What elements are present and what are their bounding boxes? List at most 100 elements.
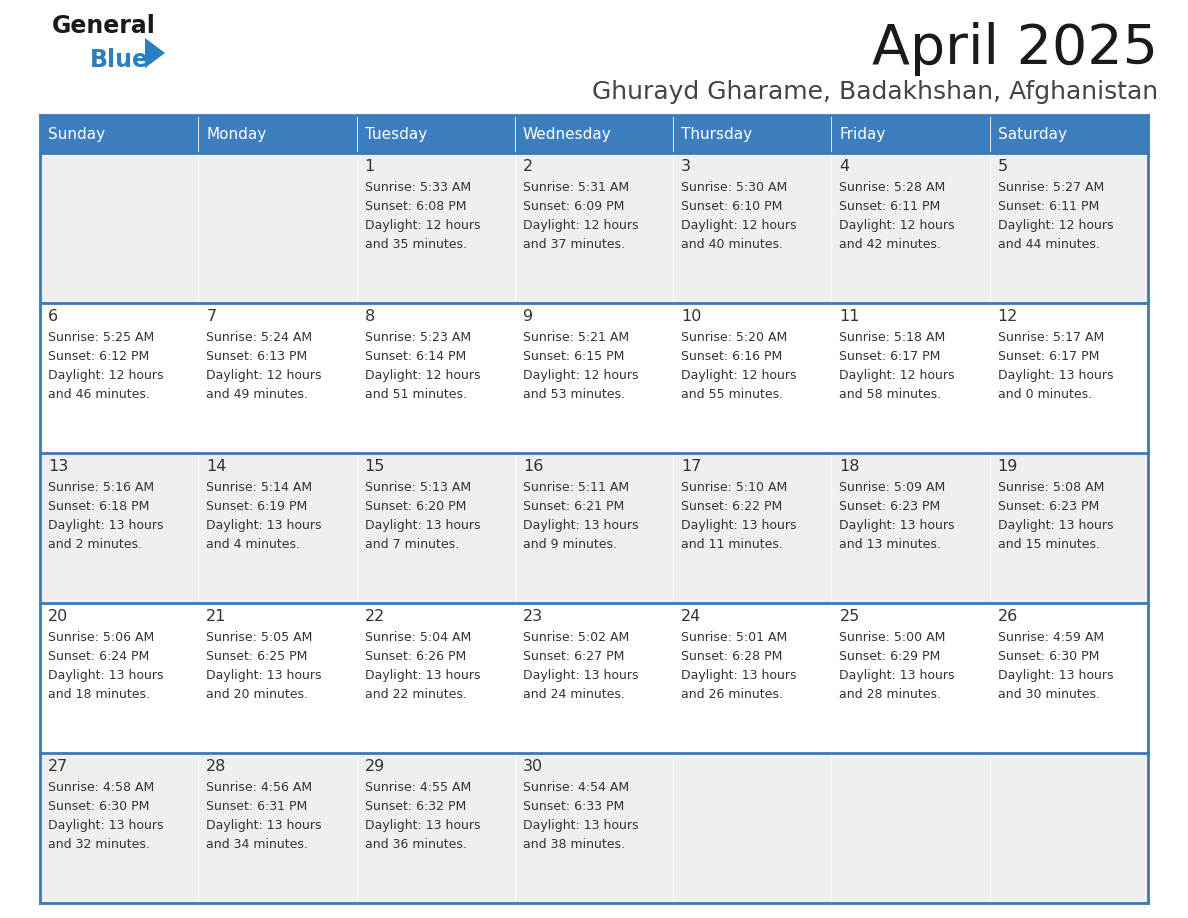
Text: and 34 minutes.: and 34 minutes. [207,838,308,851]
Bar [514,115,674,153]
Text: and 28 minutes.: and 28 minutes. [840,688,941,701]
Text: Sunrise: 5:00 AM: Sunrise: 5:00 AM [840,631,946,644]
Text: Sunday: Sunday [48,127,105,141]
Text: Saturday: Saturday [998,127,1067,141]
Bar [990,153,1148,303]
Bar [198,115,356,153]
Text: Sunrise: 4:58 AM: Sunrise: 4:58 AM [48,781,154,794]
Text: Sunset: 6:10 PM: Sunset: 6:10 PM [681,200,783,213]
Text: and 36 minutes.: and 36 minutes. [365,838,467,851]
Text: 11: 11 [840,309,860,324]
Text: Sunrise: 5:25 AM: Sunrise: 5:25 AM [48,331,154,344]
Text: Sunrise: 5:30 AM: Sunrise: 5:30 AM [681,181,788,194]
Text: Sunset: 6:23 PM: Sunset: 6:23 PM [998,500,1099,513]
Text: 8: 8 [365,309,375,324]
Text: 2: 2 [523,159,533,174]
Text: Sunset: 6:25 PM: Sunset: 6:25 PM [207,650,308,663]
Text: Daylight: 12 hours: Daylight: 12 hours [48,369,164,382]
Bar [990,303,1148,453]
Text: Daylight: 13 hours: Daylight: 13 hours [523,669,638,682]
Text: 12: 12 [998,309,1018,324]
Text: Daylight: 13 hours: Daylight: 13 hours [365,669,480,682]
Text: and 4 minutes.: and 4 minutes. [207,538,301,551]
Text: Sunrise: 4:55 AM: Sunrise: 4:55 AM [365,781,470,794]
Text: Sunrise: 5:02 AM: Sunrise: 5:02 AM [523,631,630,644]
Text: Sunrise: 5:04 AM: Sunrise: 5:04 AM [365,631,470,644]
Text: Sunset: 6:26 PM: Sunset: 6:26 PM [365,650,466,663]
Bar [990,115,1148,153]
Text: and 32 minutes.: and 32 minutes. [48,838,150,851]
Text: Daylight: 13 hours: Daylight: 13 hours [998,519,1113,532]
Text: Wednesday: Wednesday [523,127,612,141]
Bar [990,753,1148,903]
Text: 21: 21 [207,609,227,624]
Text: Sunrise: 5:17 AM: Sunrise: 5:17 AM [998,331,1104,344]
Text: and 51 minutes.: and 51 minutes. [365,388,467,401]
Text: 30: 30 [523,759,543,774]
Text: Daylight: 13 hours: Daylight: 13 hours [681,669,797,682]
Text: Sunset: 6:11 PM: Sunset: 6:11 PM [840,200,941,213]
Text: Daylight: 12 hours: Daylight: 12 hours [523,369,638,382]
Text: 18: 18 [840,459,860,474]
Text: and 37 minutes.: and 37 minutes. [523,238,625,251]
Text: Daylight: 13 hours: Daylight: 13 hours [998,669,1113,682]
Text: Sunset: 6:28 PM: Sunset: 6:28 PM [681,650,783,663]
Text: Sunrise: 4:54 AM: Sunrise: 4:54 AM [523,781,628,794]
Text: Sunset: 6:23 PM: Sunset: 6:23 PM [840,500,941,513]
Text: Sunset: 6:30 PM: Sunset: 6:30 PM [48,800,150,813]
Text: 29: 29 [365,759,385,774]
Bar [514,153,674,303]
Bar [356,153,514,303]
Text: Sunrise: 5:11 AM: Sunrise: 5:11 AM [523,481,628,494]
Text: 16: 16 [523,459,543,474]
Text: Sunset: 6:19 PM: Sunset: 6:19 PM [207,500,308,513]
Text: and 35 minutes.: and 35 minutes. [365,238,467,251]
Text: Sunrise: 5:05 AM: Sunrise: 5:05 AM [207,631,312,644]
Text: Sunrise: 5:20 AM: Sunrise: 5:20 AM [681,331,788,344]
Text: Sunrise: 5:06 AM: Sunrise: 5:06 AM [48,631,154,644]
Text: Sunset: 6:09 PM: Sunset: 6:09 PM [523,200,624,213]
Text: Daylight: 13 hours: Daylight: 13 hours [681,519,797,532]
Text: 15: 15 [365,459,385,474]
Text: and 49 minutes.: and 49 minutes. [207,388,308,401]
Text: Daylight: 12 hours: Daylight: 12 hours [840,219,955,232]
Text: Daylight: 13 hours: Daylight: 13 hours [523,819,638,832]
Text: Sunrise: 5:24 AM: Sunrise: 5:24 AM [207,331,312,344]
Text: Daylight: 13 hours: Daylight: 13 hours [840,669,955,682]
Text: and 53 minutes.: and 53 minutes. [523,388,625,401]
Text: Sunrise: 5:08 AM: Sunrise: 5:08 AM [998,481,1104,494]
Bar [40,153,198,303]
Bar [356,115,514,153]
Text: Daylight: 12 hours: Daylight: 12 hours [207,369,322,382]
Text: Sunset: 6:17 PM: Sunset: 6:17 PM [840,350,941,363]
Bar [832,603,990,753]
Text: Daylight: 12 hours: Daylight: 12 hours [365,219,480,232]
Text: Sunrise: 4:56 AM: Sunrise: 4:56 AM [207,781,312,794]
Text: Sunrise: 5:27 AM: Sunrise: 5:27 AM [998,181,1104,194]
Text: 6: 6 [48,309,58,324]
Text: Daylight: 13 hours: Daylight: 13 hours [207,819,322,832]
Bar [674,753,832,903]
Text: and 13 minutes.: and 13 minutes. [840,538,941,551]
Text: Sunset: 6:18 PM: Sunset: 6:18 PM [48,500,150,513]
Text: Daylight: 13 hours: Daylight: 13 hours [207,519,322,532]
Text: Daylight: 13 hours: Daylight: 13 hours [365,519,480,532]
Text: 1: 1 [365,159,375,174]
Polygon shape [145,38,165,68]
Text: General: General [52,14,156,38]
Text: Sunset: 6:12 PM: Sunset: 6:12 PM [48,350,150,363]
Text: Sunrise: 5:31 AM: Sunrise: 5:31 AM [523,181,628,194]
Text: Thursday: Thursday [681,127,752,141]
Text: Sunset: 6:32 PM: Sunset: 6:32 PM [365,800,466,813]
Bar [674,603,832,753]
Text: 7: 7 [207,309,216,324]
Text: Sunset: 6:13 PM: Sunset: 6:13 PM [207,350,308,363]
Text: Sunset: 6:31 PM: Sunset: 6:31 PM [207,800,308,813]
Text: and 15 minutes.: and 15 minutes. [998,538,1100,551]
Text: Monday: Monday [207,127,266,141]
Text: and 18 minutes.: and 18 minutes. [48,688,150,701]
Text: and 22 minutes.: and 22 minutes. [365,688,467,701]
Text: Daylight: 13 hours: Daylight: 13 hours [365,819,480,832]
Bar [356,753,514,903]
Bar [990,603,1148,753]
